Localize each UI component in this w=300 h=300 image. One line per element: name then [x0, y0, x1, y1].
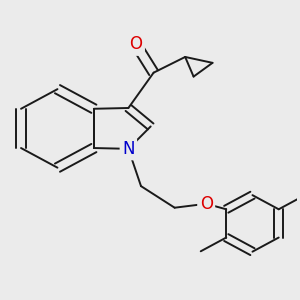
Text: N: N — [122, 140, 135, 158]
Text: O: O — [200, 195, 213, 213]
Text: O: O — [130, 35, 142, 53]
